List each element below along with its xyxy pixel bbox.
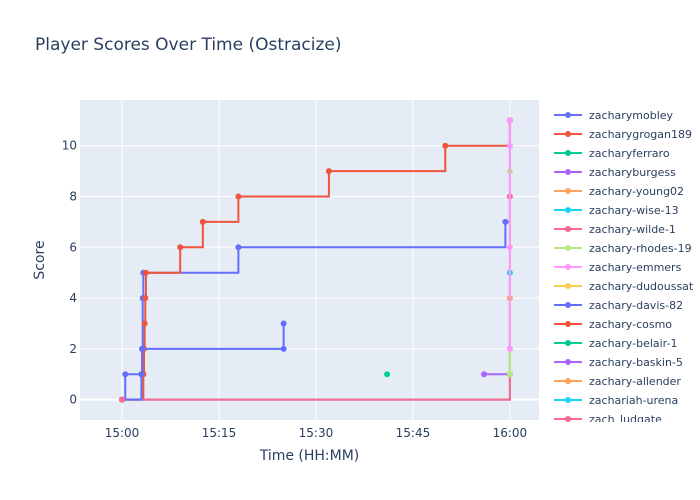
chart-title: Player Scores Over Time (Ostracize) — [35, 35, 342, 55]
legend-label: zachary-young02 — [589, 185, 684, 198]
legend-label: zacharyferraro — [589, 147, 670, 160]
data-point — [122, 371, 129, 378]
x-tick-label: 15:45 — [396, 426, 431, 440]
data-point — [280, 320, 287, 327]
data-point — [442, 142, 449, 149]
series-zachary-davis-82 — [119, 320, 287, 403]
legend-item[interactable]: zacharyferraro — [554, 147, 670, 160]
series-zach_ludgate — [119, 396, 126, 403]
legend-item[interactable]: zachary-davis-82 — [554, 299, 683, 312]
legend-swatch-marker — [565, 359, 571, 365]
legend-swatch-marker — [565, 131, 571, 137]
legend-label: zachary-cosmo — [589, 318, 672, 331]
legend-swatch-marker — [565, 112, 571, 118]
legend-item[interactable]: zachary-rhodes-19 — [554, 242, 692, 255]
legend-label: zachariah-urena — [589, 394, 678, 407]
data-point — [506, 371, 513, 378]
x-tick-label: 16:00 — [493, 426, 528, 440]
legend-item[interactable]: zachary-belair-1 — [554, 337, 677, 350]
legend-swatch-marker — [565, 321, 571, 327]
y-tick-label: 10 — [62, 139, 77, 153]
data-point — [142, 269, 149, 276]
data-point — [280, 345, 287, 352]
plot-background — [80, 100, 539, 420]
series-zachary-emmers — [506, 117, 513, 352]
legend-swatch-marker — [565, 264, 571, 270]
legend-item[interactable]: zacharyburgess — [554, 166, 676, 179]
legend-label: zachary-davis-82 — [589, 299, 683, 312]
legend-label: zachary-wise-13 — [589, 204, 679, 217]
data-point — [325, 168, 332, 175]
data-point — [384, 371, 391, 378]
legend-label: zach_ludgate — [589, 413, 662, 426]
x-tick-label: 15:00 — [105, 426, 140, 440]
legend-label: zacharygrogan189 — [589, 128, 692, 141]
legend-swatch-marker — [565, 188, 571, 194]
x-axis-title: Time (HH:MM) — [259, 448, 360, 464]
legend-label: zachary-allender — [589, 375, 681, 388]
data-point — [506, 244, 513, 251]
data-point — [481, 371, 488, 378]
legend-swatch-marker — [565, 416, 571, 422]
legend-item[interactable]: zacharygrogan189 — [554, 128, 692, 141]
x-tick-label: 15:15 — [202, 426, 237, 440]
legend-swatch-marker — [565, 226, 571, 232]
data-point — [139, 345, 146, 352]
legend-label: zacharyburgess — [589, 166, 676, 179]
legend-swatch-marker — [565, 150, 571, 156]
y-tick-label: 4 — [69, 291, 77, 305]
legend-item[interactable]: zachary-baskin-5 — [554, 356, 683, 369]
legend-item[interactable]: zachary-cosmo — [554, 318, 672, 331]
data-point — [119, 396, 126, 403]
legend-item[interactable]: zachary-emmers — [554, 261, 682, 274]
y-tick-label: 8 — [69, 190, 77, 204]
legend-item[interactable]: zacharymobley — [554, 109, 674, 122]
data-point — [235, 244, 242, 251]
data-point — [138, 371, 145, 378]
legend-item[interactable]: zachary-wilde-1 — [554, 223, 676, 236]
y-tick-label: 0 — [69, 393, 77, 407]
legend-item[interactable]: zachary-young02 — [554, 185, 684, 198]
legend-label: zachary-belair-1 — [589, 337, 677, 350]
data-point — [235, 193, 242, 200]
legend-swatch-marker — [565, 302, 571, 308]
data-point — [199, 218, 206, 225]
data-point — [506, 345, 513, 352]
data-point — [177, 244, 184, 251]
x-tick-label: 15:30 — [299, 426, 334, 440]
legend-label: zachary-baskin-5 — [589, 356, 683, 369]
data-point — [506, 142, 513, 149]
legend-item[interactable]: zach_ludgate — [554, 413, 662, 426]
legend-item[interactable]: zachariah-urena — [554, 394, 678, 407]
data-point — [506, 117, 513, 124]
series-layer — [119, 117, 513, 403]
legend-item[interactable]: zachary-dudoussat — [554, 280, 694, 293]
legend-label: zacharymobley — [589, 109, 674, 122]
legend-swatch-marker — [565, 283, 571, 289]
legend-item[interactable]: zachary-wise-13 — [554, 204, 679, 217]
series-line — [122, 120, 511, 401]
y-tick-label: 6 — [69, 240, 77, 254]
legend-swatch-marker — [565, 207, 571, 213]
legend-swatch-marker — [565, 169, 571, 175]
legend-label: zachary-wilde-1 — [589, 223, 676, 236]
legend-swatch-marker — [565, 340, 571, 346]
legend[interactable]: zacharymobley zacharygrogan189 zacharyferr… — [554, 109, 694, 426]
legend-label: zachary-dudoussat — [589, 280, 694, 293]
data-point — [502, 218, 509, 225]
legend-swatch-marker — [565, 397, 571, 403]
data-point — [141, 320, 148, 327]
data-point — [142, 295, 149, 302]
legend-swatch-marker — [565, 378, 571, 384]
tick-labels: 15:00 15:15 15:30 15:45 16:00 0 2 4 6 8 10 — [62, 139, 527, 440]
legend-label: zachary-emmers — [589, 261, 682, 274]
y-axis-title: Score — [32, 240, 48, 279]
legend-swatch-marker — [565, 245, 571, 251]
legend-label: zachary-rhodes-19 — [589, 242, 692, 255]
legend-item[interactable]: zachary-allender — [554, 375, 681, 388]
series-zacharyferraro — [384, 371, 391, 378]
y-tick-label: 2 — [69, 342, 77, 356]
